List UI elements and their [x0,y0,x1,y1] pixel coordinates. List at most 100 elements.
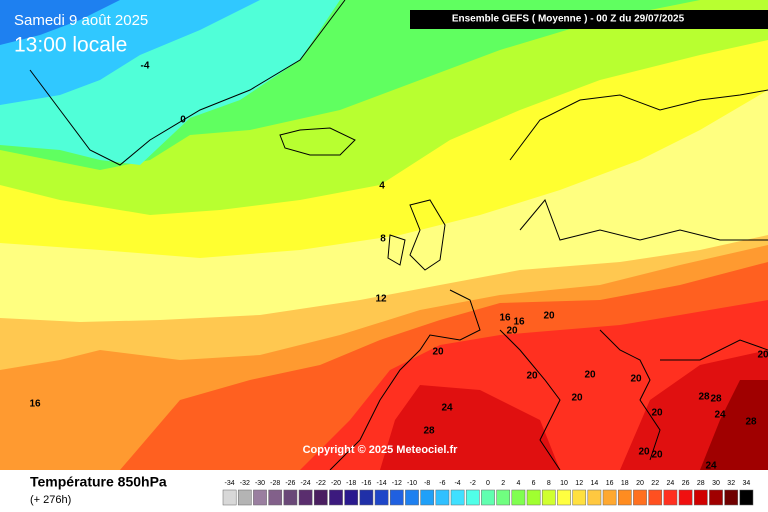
contour-label: 20 [630,374,642,385]
legend-swatch [739,489,754,506]
contour-label: 8 [380,234,386,245]
model-info: Ensemble GEFS ( Moyenne ) - 00 Z du 29/0… [452,14,685,25]
legend-label: -24 [301,480,311,487]
contour-label: 20 [638,447,650,458]
legend-swatch [313,489,328,506]
legend-label: 4 [516,480,520,487]
contour-label: 20 [432,347,444,358]
legend-swatch [268,489,283,506]
footer-title: Température 850hPa [30,474,167,490]
legend-label: 12 [575,480,583,487]
contour-label: 20 [526,371,538,382]
legend-label: -2 [470,480,476,487]
legend-swatch [344,489,359,506]
copyright: Copyright © 2025 Meteociel.fr [303,444,459,456]
legend-swatch [405,489,419,506]
legend-label: -26 [285,480,295,487]
legend-label: -34 [225,480,235,487]
legend-label: 28 [697,480,705,487]
legend-swatch [678,489,693,506]
legend-swatch [450,489,465,506]
legend-swatch [420,489,435,506]
legend-swatch [283,489,298,506]
legend-label: -16 [361,480,371,487]
legend-swatch [617,489,632,506]
contour-label: 0 [180,115,186,126]
legend-label: 14 [591,480,599,487]
contour-label: 28 [423,426,435,437]
time-label: 13:00 locale [14,34,127,57]
legend-swatch [693,489,708,506]
contour-label: 20 [651,450,663,461]
contour-label: 20 [757,350,768,361]
legend-swatch [329,489,343,506]
contour-label: 24 [441,403,453,414]
legend-swatch [237,489,252,506]
legend-label: -28 [270,480,280,487]
legend-label: 18 [621,480,629,487]
legend-label: 10 [560,480,568,487]
contour-label: 28 [710,394,722,405]
legend-label: -14 [377,480,387,487]
legend-label: 34 [743,480,751,487]
legend-swatch [511,489,526,506]
contour-label: 20 [571,393,583,404]
legend-swatch [648,489,663,506]
contour-label: 20 [651,408,663,419]
contour-label: 24 [705,461,717,472]
legend-label: -30 [255,480,265,487]
contour-label: 16 [513,317,525,328]
legend-swatch [359,489,374,506]
legend-label: -18 [346,480,356,487]
model-banner [410,10,768,29]
contour-label: 12 [375,294,387,305]
contour-label: 16 [29,399,41,410]
legend-swatch [253,489,267,506]
contour-label: -4 [141,61,150,72]
legend-label: -32 [240,480,250,487]
temperature-field [0,0,768,470]
legend-swatch [222,489,237,506]
contour-label: 28 [698,392,710,403]
coastlines [29,0,768,470]
legend-label: 2 [501,480,505,487]
legend-swatch [587,489,602,506]
legend-label: 16 [606,480,614,487]
legend-label: 0 [486,480,490,487]
legend-swatch [526,489,541,506]
legend-swatch [602,489,617,506]
legend-label: 26 [682,480,690,487]
legend-label: -8 [424,480,430,487]
legend-swatch [709,489,723,506]
legend-label: -10 [407,480,417,487]
contour-label: 4 [379,181,385,192]
legend-label: 32 [727,480,735,487]
legend-label: 24 [667,480,675,487]
legend-label: 8 [547,480,551,487]
legend-swatch [298,489,313,506]
legend-swatch [557,489,571,506]
legend-swatch [633,489,647,506]
legend-label: 22 [651,480,659,487]
legend-swatch [465,489,480,506]
contour-label: 24 [714,410,726,421]
legend: -34 -32 -30 -28 -26 -24 -22 -20 -18 -16 -14 -12 -10-… [222,480,754,506]
legend-label: -12 [392,480,402,487]
legend-swatch [435,489,450,506]
legend-label: 6 [532,480,536,487]
legend-label: -20 [331,480,341,487]
date-label: Samedi 9 août 2025 [14,12,148,29]
legend-swatch [724,489,739,506]
legend-swatch [374,489,389,506]
legend-swatch [541,489,556,506]
legend-swatch [496,489,511,506]
footer-subtitle: (+ 276h) [30,494,71,506]
legend-label: -6 [439,480,445,487]
legend-swatch [663,489,678,506]
contour-label: 20 [584,370,596,381]
legend-swatch [572,489,587,506]
legend-label: -4 [454,480,460,487]
